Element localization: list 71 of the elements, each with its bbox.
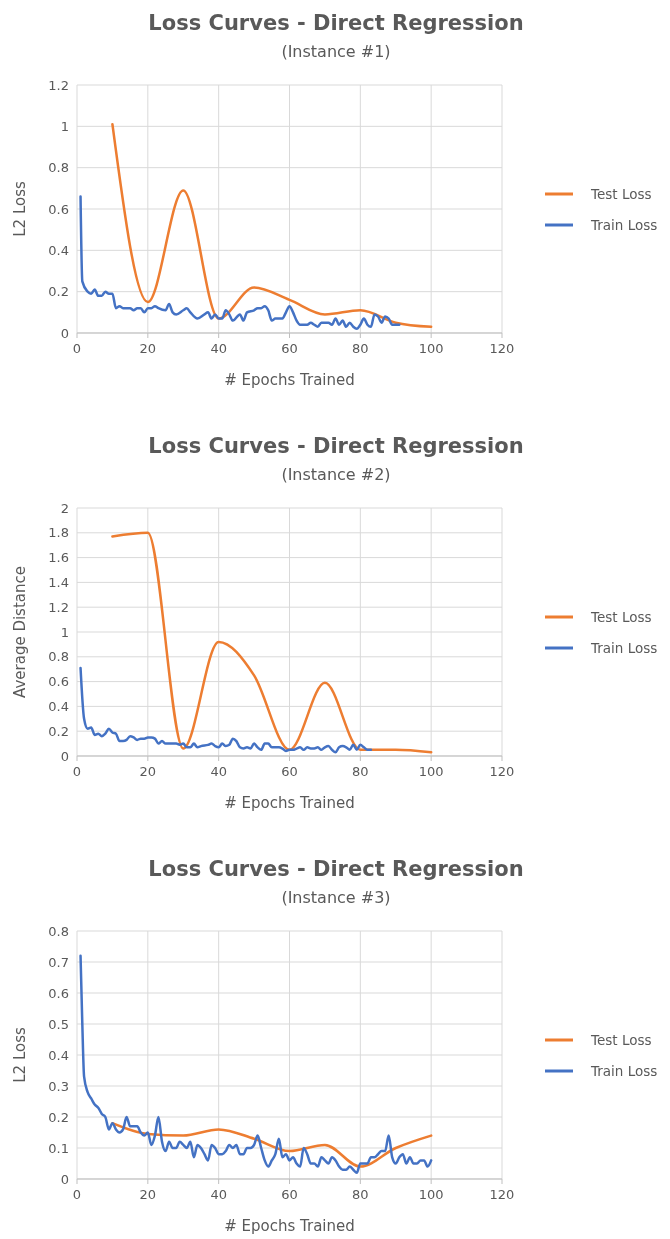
x-tick-label: 120 xyxy=(489,1187,515,1202)
y-tick-label: 0.2 xyxy=(48,284,69,300)
line-series xyxy=(79,666,373,754)
y-tick-label: 1.8 xyxy=(48,525,69,541)
chart-title: Loss Curves - Direct Regression xyxy=(148,857,524,881)
line-series xyxy=(79,195,401,331)
line-series xyxy=(111,531,433,754)
x-tick-label: 0 xyxy=(72,764,82,779)
y-tick-label: 0.6 xyxy=(48,985,69,1001)
chart-title: Loss Curves - Direct Regression xyxy=(148,434,524,458)
x-tick-label: 120 xyxy=(489,764,515,779)
x-axis-title: # Epochs Trained xyxy=(224,794,355,812)
y-tick-label: 0.3 xyxy=(48,1078,69,1094)
y-tick-label: 1.2 xyxy=(48,77,69,93)
y-tick-label: 1.6 xyxy=(48,550,69,566)
y-axis-title: Average Distance xyxy=(11,566,29,698)
x-tick-label: 40 xyxy=(210,1187,227,1202)
y-tick-label: 0 xyxy=(60,1171,69,1187)
line-series xyxy=(111,123,433,329)
x-tick-label: 0 xyxy=(72,341,82,356)
x-axis-title: # Epochs Trained xyxy=(224,1217,355,1235)
y-tick-label: 0.4 xyxy=(48,698,69,714)
chart-subtitle: (Instance #2) xyxy=(281,465,391,484)
x-tick-label: 60 xyxy=(281,341,298,356)
x-tick-label: 20 xyxy=(139,1187,157,1202)
y-tick-label: 0.4 xyxy=(48,1047,69,1063)
x-axis-title: # Epochs Trained xyxy=(224,371,355,389)
legend-label: Train Loss xyxy=(590,1062,658,1079)
y-tick-label: 0.4 xyxy=(48,242,69,258)
x-tick-label: 20 xyxy=(139,764,157,779)
y-tick-label: 0.1 xyxy=(48,1140,69,1156)
y-tick-label: 0.8 xyxy=(48,160,69,176)
y-tick-label: 2 xyxy=(60,500,69,516)
y-tick-label: 0.7 xyxy=(48,954,69,970)
line-series xyxy=(79,954,433,1175)
y-tick-label: 0 xyxy=(60,748,69,764)
x-tick-label: 120 xyxy=(489,341,515,356)
x-tick-label: 80 xyxy=(352,341,369,356)
legend-label: Train Loss xyxy=(590,639,658,656)
y-tick-label: 0.6 xyxy=(48,674,69,690)
y-axis-title: L2 Loss xyxy=(11,1027,29,1083)
x-tick-label: 60 xyxy=(281,1187,298,1202)
x-tick-label: 0 xyxy=(72,1187,82,1202)
x-tick-label: 100 xyxy=(418,764,444,779)
y-tick-label: 1 xyxy=(60,624,69,640)
x-tick-label: 20 xyxy=(139,341,157,356)
y-axis-title: L2 Loss xyxy=(11,181,29,237)
x-tick-label: 100 xyxy=(418,1187,444,1202)
x-tick-label: 80 xyxy=(352,1187,369,1202)
x-tick-label: 60 xyxy=(281,764,298,779)
y-tick-label: 0.5 xyxy=(48,1016,69,1032)
chart-subtitle: (Instance #3) xyxy=(281,888,391,907)
x-tick-label: 40 xyxy=(210,341,227,356)
legend-label: Test Loss xyxy=(590,1031,652,1048)
chart-title: Loss Curves - Direct Regression xyxy=(148,11,524,35)
x-tick-label: 80 xyxy=(352,764,369,779)
chart-subtitle: (Instance #1) xyxy=(281,42,391,61)
y-tick-label: 1 xyxy=(60,118,69,134)
y-tick-label: 0.8 xyxy=(48,923,69,939)
y-tick-label: 0.2 xyxy=(48,723,69,739)
y-tick-label: 0.2 xyxy=(48,1109,69,1125)
x-tick-label: 40 xyxy=(210,764,227,779)
y-tick-label: 0.8 xyxy=(48,649,69,665)
y-tick-label: 0.6 xyxy=(48,201,69,217)
y-tick-label: 0 xyxy=(60,325,69,341)
legend-label: Test Loss xyxy=(590,608,652,625)
legend-label: Test Loss xyxy=(590,185,652,202)
y-tick-label: 1.4 xyxy=(48,574,69,590)
y-tick-label: 1.2 xyxy=(48,599,69,615)
legend-label: Train Loss xyxy=(590,216,658,233)
x-tick-label: 100 xyxy=(418,341,444,356)
